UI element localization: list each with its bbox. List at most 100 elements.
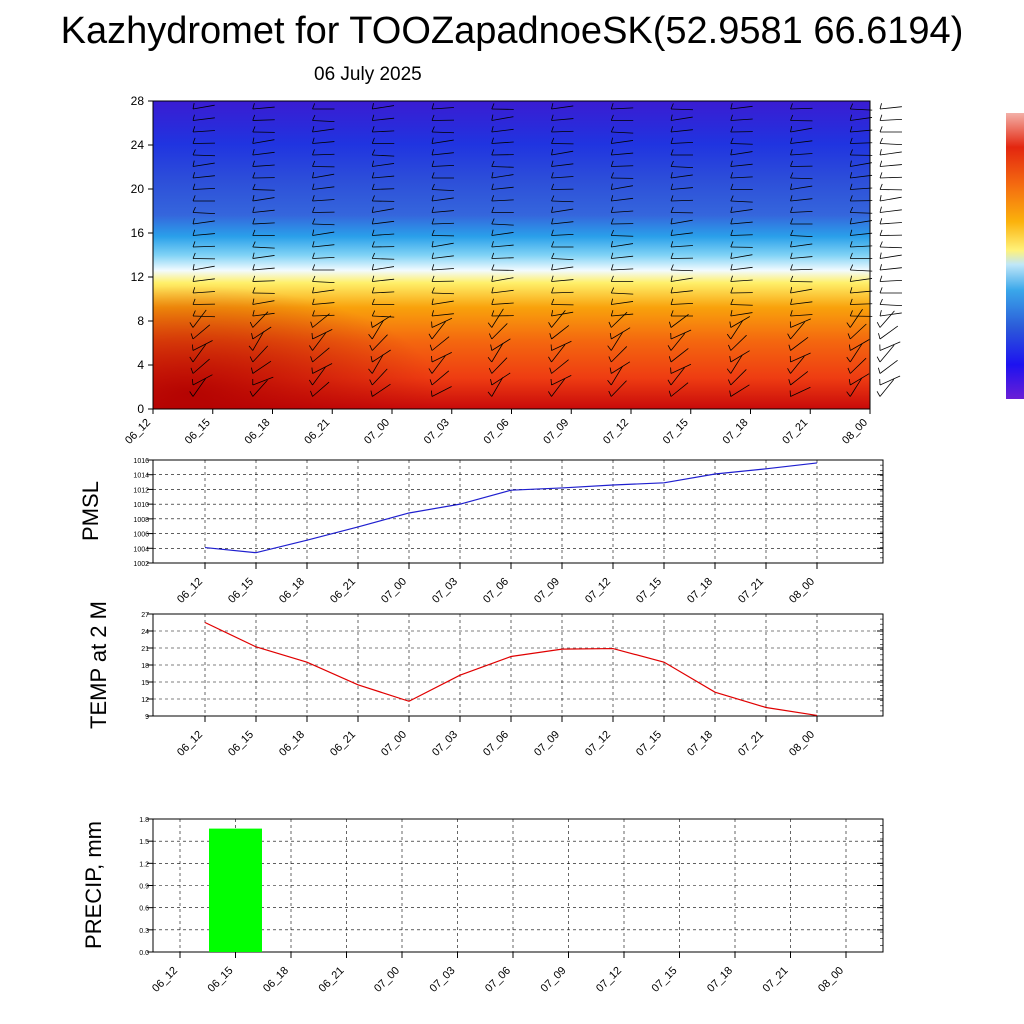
wind-barb-shaft — [611, 313, 634, 317]
wind-barb-shaft — [491, 223, 514, 226]
wind-barb-shaft — [730, 176, 753, 179]
wind-barb-flag — [192, 287, 196, 294]
wind-barb-shaft — [790, 321, 805, 340]
wind-barb-shaft — [850, 129, 873, 133]
wind-barb-flag — [790, 310, 793, 317]
wind-barb-flag — [308, 379, 313, 386]
wind-barb-shaft — [850, 162, 872, 167]
wind-barb-flag — [607, 345, 612, 351]
precip-bar — [209, 828, 262, 952]
wind-barb-flag — [667, 379, 672, 386]
wind-barb-flag — [431, 218, 435, 225]
wind-barb-shaft — [670, 245, 693, 248]
wind-barb-flag — [608, 390, 612, 397]
wind-barb-flag — [371, 183, 375, 190]
wind-barb-shaft — [670, 232, 693, 236]
wind-barb-shaft — [192, 187, 215, 190]
wind-barb-flag — [312, 137, 315, 144]
wind-barb-flag — [491, 114, 494, 121]
wind-barb-flag — [730, 149, 733, 156]
wind-barb-shaft — [372, 163, 395, 167]
wind-barb-shaft — [610, 380, 627, 397]
wind-barb-shaft — [670, 363, 692, 374]
wind-barb-flag — [610, 149, 614, 156]
wind-barb-shaft — [312, 199, 335, 202]
wind-barbs — [189, 103, 903, 397]
wind-barb-flag — [551, 126, 554, 133]
wind-barb-shaft — [252, 119, 275, 121]
xtick-label: 06_21 — [328, 576, 358, 606]
wind-barb-flag — [670, 298, 674, 305]
ytick-label: 1006 — [133, 532, 149, 539]
wind-barb-flag — [371, 264, 374, 271]
wind-barb-flag — [730, 298, 734, 305]
wind-barb-shaft — [372, 117, 395, 121]
wind-barb-shaft — [312, 223, 335, 226]
wind-barb-flag — [491, 137, 494, 144]
wind-barb-flag — [849, 229, 853, 236]
wind-barb-flag — [847, 367, 851, 374]
wind-barb-shaft — [491, 277, 514, 282]
wind-barb-shaft — [252, 246, 275, 249]
wind-barb-flag — [610, 310, 614, 317]
wind-barb-flag — [847, 333, 851, 340]
wind-barb-flag — [192, 183, 196, 190]
wind-barb-shaft — [850, 303, 873, 305]
wind-barb-flag — [312, 229, 315, 236]
xtick-label: 07_15 — [634, 576, 664, 606]
wind-barb-shaft — [551, 291, 574, 294]
wind-barb-shaft — [371, 368, 388, 386]
wind-barb-shaft — [551, 176, 574, 179]
wind-barb-shaft — [849, 323, 867, 340]
wind-barb-shaft — [252, 379, 268, 397]
temp-series-line — [204, 621, 818, 717]
wind-barb-flag — [371, 195, 375, 202]
wind-barb-shaft — [312, 244, 335, 248]
wind-barb-flag — [551, 310, 554, 317]
wind-barb-flag — [670, 287, 673, 294]
wind-barb-shaft — [192, 162, 215, 167]
upper-air-ytick-label: 20 — [131, 182, 145, 196]
wind-barb-flag — [610, 287, 615, 294]
wind-barb-shaft — [312, 173, 335, 179]
wind-barb-shaft — [879, 246, 903, 249]
wind-barb-flag — [431, 195, 434, 202]
wind-barb-shaft — [879, 254, 902, 259]
wind-barb-flag — [312, 252, 315, 259]
wind-barb-shaft — [879, 118, 902, 121]
wind-barb-shaft — [849, 309, 863, 328]
wind-barb-flag — [371, 241, 375, 248]
wind-barb-flag — [790, 229, 794, 236]
wind-barb-flag — [670, 195, 674, 202]
wind-barb-shaft — [850, 212, 873, 214]
wind-barb-flag — [491, 160, 495, 167]
wind-barb-flag — [610, 252, 614, 259]
wind-barb-flag — [879, 287, 883, 294]
xtick-label: 07_12 — [583, 576, 613, 606]
wind-barb-flag — [879, 172, 883, 179]
wind-barb-flag — [312, 206, 315, 213]
wind-barb-flag — [431, 114, 435, 121]
wind-barb-shaft — [551, 130, 574, 133]
upper-air-xtick-label: 07_15 — [661, 417, 691, 447]
ytick-label: 0.0 — [139, 950, 149, 957]
wind-barb-shaft — [372, 349, 391, 363]
wind-barb-shaft — [252, 376, 274, 386]
wind-barb-shaft — [850, 373, 870, 386]
wind-barb-flag — [251, 333, 254, 340]
wind-barb-shaft — [670, 367, 685, 386]
wind-barb-flag — [491, 310, 495, 317]
wind-barb-flag — [192, 310, 196, 317]
wind-barb-shaft — [431, 292, 455, 295]
xtick-label: 07_12 — [583, 729, 613, 759]
wind-barb-flag — [491, 264, 495, 271]
xtick-label: 07_06 — [481, 576, 511, 606]
wind-barb-shaft — [192, 245, 216, 248]
wind-barb-flag — [610, 137, 614, 144]
wind-barb-flag — [431, 137, 434, 144]
wind-barb-shaft — [611, 131, 634, 134]
xtick-label: 06_18 — [277, 729, 307, 759]
wind-barb-shaft — [312, 256, 335, 259]
wind-barb-flag — [309, 345, 313, 351]
wind-barb-shaft — [371, 319, 384, 340]
